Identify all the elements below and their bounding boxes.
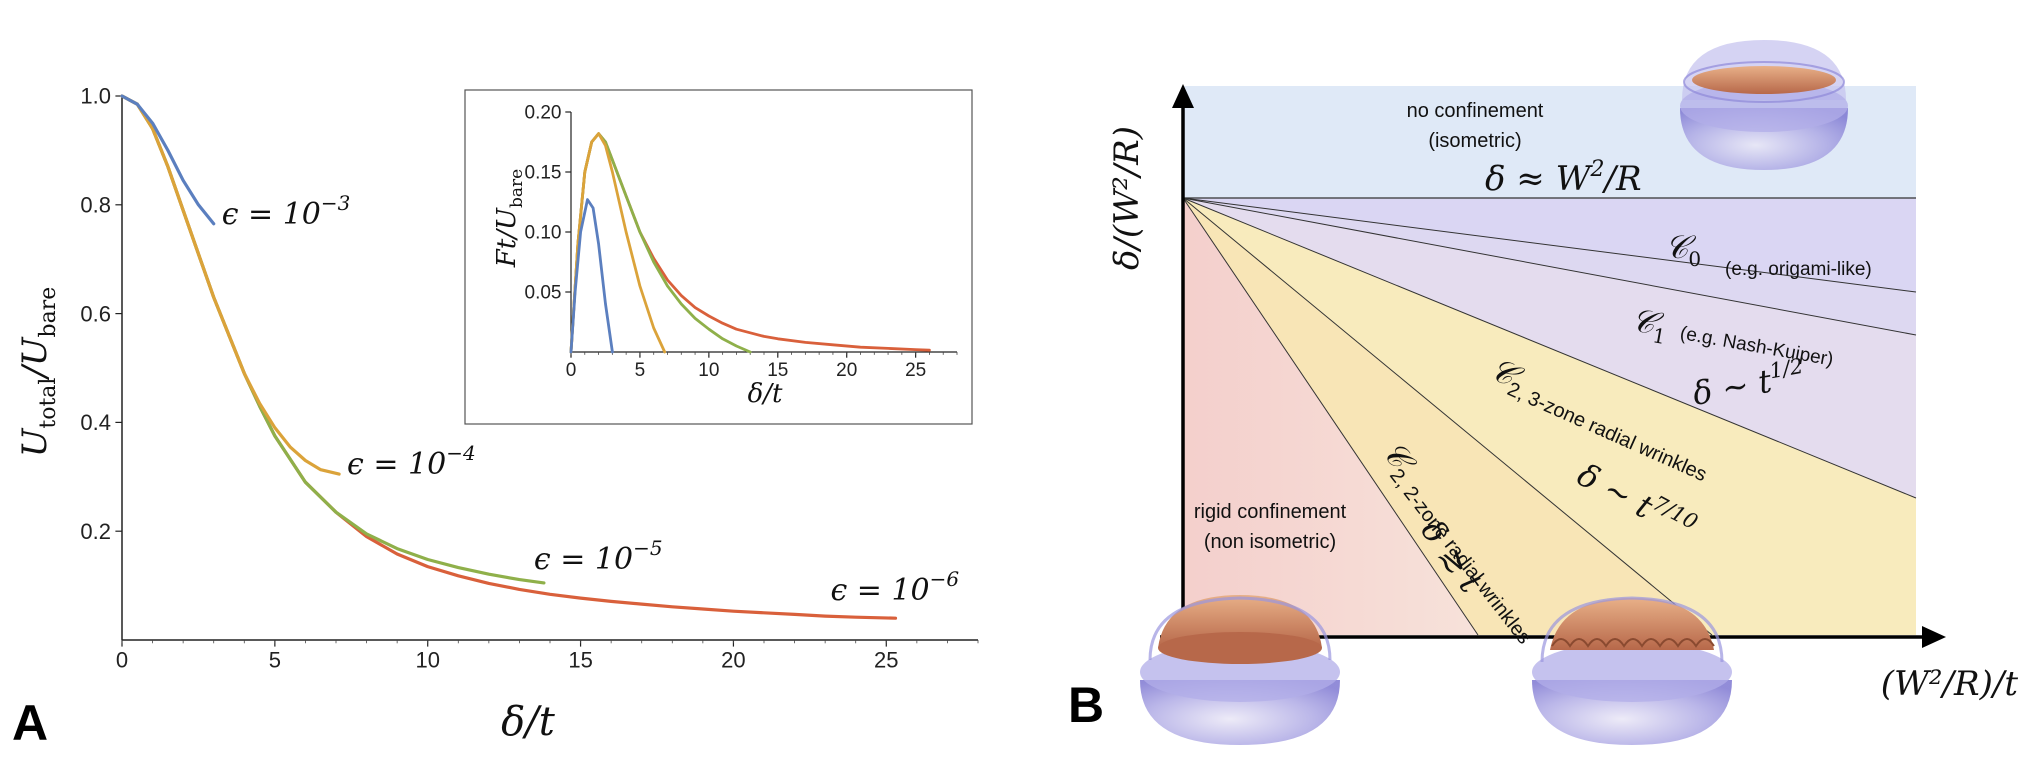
series-label-exp: −3 bbox=[321, 191, 350, 215]
x-tick-label: 25 bbox=[905, 360, 926, 381]
series-label: ϵ = 10−3 bbox=[222, 191, 351, 232]
y-tick-label: 0.20 bbox=[525, 103, 562, 124]
y-tick-label: 0.6 bbox=[80, 301, 111, 326]
x-tick-label: 15 bbox=[767, 360, 788, 381]
boundary-c1-c2 bbox=[1182, 197, 1917, 499]
y-tick-label: 0.2 bbox=[80, 519, 111, 544]
x-tick-label: 25 bbox=[874, 648, 898, 673]
y-tick-label: 0.15 bbox=[525, 163, 562, 184]
rigid-confinement-label: rigid confinement bbox=[1194, 501, 1347, 523]
c0-note: (e.g. origami-like) bbox=[1725, 259, 1872, 280]
x-tick-label: 15 bbox=[568, 648, 592, 673]
main-x-label: δ/t bbox=[501, 699, 556, 745]
x-tick-label: 20 bbox=[836, 360, 857, 381]
inset-y-label-sub: bare bbox=[507, 169, 527, 208]
top-scaling: δ ≈ W2/R bbox=[1485, 157, 1642, 199]
x-tick-label: 10 bbox=[415, 648, 439, 673]
c1-sub: 1 bbox=[1651, 323, 1668, 349]
main-y-label-u: U bbox=[15, 427, 55, 457]
boundary-c0-c1 bbox=[1182, 197, 1917, 293]
main-series-labels: ϵ = 10−6ϵ = 10−5ϵ = 10−4ϵ = 10−3 bbox=[222, 191, 960, 608]
series-label-base: ϵ = 10 bbox=[534, 542, 633, 577]
y-tick-label: 0.4 bbox=[80, 410, 111, 435]
c0-sub: 0 bbox=[1688, 247, 1701, 271]
series-label-exp: −6 bbox=[930, 567, 960, 591]
main-y-label-sub1: total bbox=[36, 378, 61, 429]
panel-a: 0 5 10 15 20 25 0.20.40.60.81.0 ϵ = 10−6ϵ = 1… bbox=[12, 84, 979, 751]
inset-y-label-ft: Ft/U bbox=[492, 207, 522, 268]
series-line bbox=[569, 198, 614, 354]
series-label-exp: −5 bbox=[633, 536, 662, 560]
series-label-base: ϵ = 10 bbox=[830, 573, 929, 608]
x-tick-label: 10 bbox=[698, 360, 719, 381]
inset-y-ticks: 0.05 0.10 0.15 0.20 bbox=[525, 103, 571, 304]
region-c2-3zone bbox=[1183, 198, 1916, 635]
x-tick-label: 5 bbox=[269, 648, 281, 673]
y-tick-label: 0.10 bbox=[525, 223, 562, 244]
series-label-exp: −4 bbox=[446, 441, 475, 465]
diagram-y-label: δ/(W²/R) bbox=[1107, 126, 1147, 270]
x-arrowhead-icon bbox=[1922, 626, 1946, 648]
dome-bottom-middle-icon bbox=[1532, 596, 1732, 745]
x-tick-label: 0 bbox=[116, 648, 128, 673]
inset-series bbox=[569, 132, 931, 354]
inset-x-ticks: 0 5 10 15 20 25 bbox=[566, 352, 958, 381]
dome-top-right-icon bbox=[1680, 40, 1848, 170]
series-line bbox=[120, 94, 341, 476]
dome-bottom-left-icon bbox=[1140, 595, 1340, 745]
no-confinement-label: no confinement bbox=[1407, 100, 1544, 122]
main-y-label-sub2: bare bbox=[36, 287, 61, 338]
series-label: ϵ = 10−6 bbox=[830, 567, 959, 608]
boundary-c1 bbox=[1182, 197, 1917, 336]
main-y-ticks: 0.2 0.4 0.6 0.8 1.0 bbox=[80, 84, 122, 544]
c1-scaling-sup: 1/2 bbox=[1768, 354, 1805, 384]
panel-letter-b: B bbox=[1068, 677, 1104, 733]
panel-letter-a: A bbox=[12, 695, 48, 751]
y-tick-label: 1.0 bbox=[80, 84, 111, 109]
x-tick-label: 0 bbox=[566, 360, 577, 381]
main-series bbox=[120, 94, 898, 620]
inset-y-label: Ft/Ubare bbox=[492, 169, 527, 268]
boundary-c2-zones bbox=[1182, 197, 1713, 636]
series-label: ϵ = 10−4 bbox=[347, 441, 476, 482]
series-label-base: ϵ = 10 bbox=[347, 447, 446, 482]
main-y-label: Utotal/Ubare bbox=[15, 287, 61, 458]
x-tick-label: 20 bbox=[721, 648, 745, 673]
main-y-label-slash: /U bbox=[15, 336, 55, 380]
x-tick-label: 5 bbox=[635, 360, 646, 381]
diagram-x-label: (W²/R)/t bbox=[1881, 664, 2019, 704]
top-scaling-tail: /R bbox=[1602, 159, 1642, 199]
non-isometric-label: (non isometric) bbox=[1204, 531, 1336, 553]
y-tick-label: 0.8 bbox=[80, 193, 111, 218]
boundary-rigid bbox=[1182, 197, 1479, 636]
panel-b: δ/(W²/R) (W²/R)/t no confinement (isomet… bbox=[1068, 40, 2018, 745]
series-label-base: ϵ = 10 bbox=[222, 197, 321, 232]
inset-frame bbox=[464, 89, 973, 425]
isometric-label: (isometric) bbox=[1428, 130, 1521, 152]
top-scaling-sup: 2 bbox=[1590, 157, 1605, 182]
inset-x-label: δ/t bbox=[748, 379, 783, 409]
y-arrowhead-icon bbox=[1172, 84, 1194, 108]
y-tick-label: 0.05 bbox=[525, 283, 562, 304]
top-scaling-main: δ ≈ W bbox=[1485, 159, 1594, 199]
inset-plot: 0 5 10 15 20 25 0.05 0.10 0.15 0.20 δ/t Ft/Ubare bbox=[464, 89, 973, 425]
series-line bbox=[120, 94, 216, 226]
main-x-ticks: 0 5 10 15 20 25 bbox=[116, 640, 979, 673]
series-line bbox=[569, 132, 667, 354]
series-label: ϵ = 10−5 bbox=[534, 536, 663, 577]
